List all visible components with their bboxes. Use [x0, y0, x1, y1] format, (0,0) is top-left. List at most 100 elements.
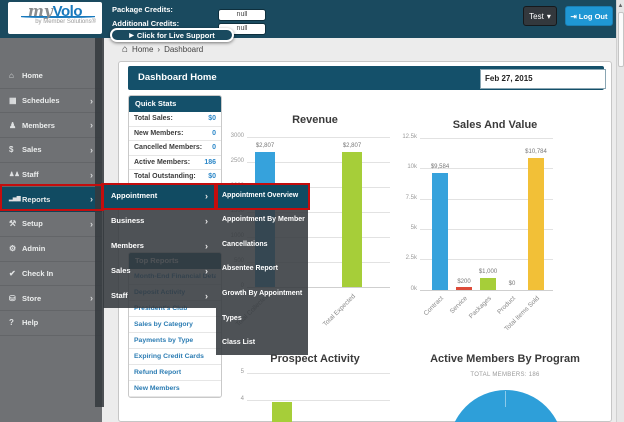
submenu-item-appointment-overview[interactable]: Appointment Overview	[216, 183, 308, 208]
sidebar-label: Sales	[22, 145, 42, 155]
y-tick: 7.5k	[405, 195, 417, 201]
submenu-item-cancellations[interactable]: Cancellations	[216, 232, 308, 257]
breadcrumb-current: Dashboard	[164, 44, 204, 54]
sidebar-item-reports[interactable]: ▂▅▇ Reports ›	[0, 187, 102, 213]
cart-icon: ⛁	[9, 293, 16, 303]
bar-value-label: $200	[457, 279, 471, 285]
stat-value: 0	[212, 129, 216, 137]
quick-stats-title: Quick Stats	[129, 96, 221, 112]
report-link-label: President's Club	[134, 305, 188, 312]
reports-menu: Appointment › Business › Members › Sales › S…	[103, 183, 216, 308]
package-credits-label: Package Credits:	[112, 5, 173, 14]
bar-value-label: $2,807	[342, 143, 362, 149]
sidebar-item-setup[interactable]: ⚒ Setup ›	[0, 212, 102, 237]
sidebar-item-members[interactable]: ♟ Members ›	[0, 113, 102, 139]
sidebar-label: Schedules	[22, 96, 60, 106]
menu-item-appointment[interactable]: Appointment ›	[103, 183, 216, 208]
user-menu-button[interactable]: Test ▾	[523, 6, 557, 26]
breadcrumb-home[interactable]: Home	[132, 44, 154, 54]
menu-item-members[interactable]: Members ›	[103, 233, 216, 258]
logo-my: my	[28, 2, 53, 20]
gridline	[247, 262, 390, 263]
gridline	[420, 259, 553, 260]
stat-label: Total Outstanding:	[134, 173, 196, 181]
report-link-refund-report[interactable]: Refund Report	[129, 365, 221, 381]
sidebar-label: Help	[22, 318, 39, 328]
y-tick: 5k	[410, 225, 417, 231]
gridline	[420, 229, 553, 230]
date-input[interactable]	[480, 68, 606, 89]
menu-item-business[interactable]: Business ›	[103, 208, 216, 233]
package-credits-input[interactable]	[218, 8, 266, 21]
bar-value-label: $10,784	[525, 149, 547, 155]
gridline	[420, 199, 553, 200]
logo: myVolo by Member Solutions®	[8, 2, 102, 34]
stat-cancelled-members: Cancelled Members: 0	[129, 141, 221, 156]
report-link-presidents-club[interactable]: President's Club	[129, 301, 221, 317]
gridline	[247, 212, 390, 213]
submenu-item-absentee-report[interactable]: Absentee Report	[216, 257, 308, 282]
scrollbar-up-icon[interactable]: ▲	[617, 3, 624, 9]
y-tick: 5	[240, 369, 244, 375]
menu-item-sales[interactable]: Sales ›	[103, 258, 216, 283]
menu-label: Sales	[111, 266, 131, 275]
calendar-icon: ▦	[9, 96, 17, 106]
menu-label: Appointment By Member	[222, 216, 305, 224]
page-title: Dashboard Home	[138, 72, 217, 83]
y-tick: 4	[240, 396, 244, 402]
chevron-right-icon: ›	[205, 290, 208, 301]
logout-button[interactable]: ⇥ Log Out	[565, 6, 613, 26]
sidebar-item-check-in[interactable]: ✔ Check In	[0, 262, 102, 287]
report-link-new-members[interactable]: New Members	[129, 381, 221, 397]
wrench-icon: ⚒	[9, 219, 17, 229]
menu-item-staff[interactable]: Staff ›	[103, 283, 216, 308]
submenu-item-types[interactable]: Types	[216, 306, 308, 331]
submenu-item-appointment-by-member[interactable]: Appointment By Member	[216, 208, 308, 233]
check-icon: ✔	[9, 268, 16, 278]
stat-label: New Members:	[134, 129, 184, 137]
sidebar-label: Members	[22, 120, 55, 130]
sidebar-label: Setup	[22, 219, 43, 229]
menu-label: Appointment Overview	[222, 191, 299, 199]
chevron-right-icon: ›	[90, 169, 93, 180]
chevron-right-icon: ›	[90, 218, 93, 229]
scrollbar-thumb[interactable]	[618, 12, 624, 67]
stat-label: Total Sales:	[134, 115, 173, 123]
bar-value-label: $9,584	[430, 164, 450, 170]
report-link-sales-by-category[interactable]: Sales by Category	[129, 317, 221, 333]
gridline	[247, 137, 390, 138]
pie-chart-subtitle: TOTAL MEMBERS: 186	[470, 372, 540, 378]
sales-bar-service	[456, 287, 472, 290]
sidebar-item-sales[interactable]: $ Sales ›	[0, 138, 102, 163]
report-link-payments-by-type[interactable]: Payments by Type	[129, 333, 221, 349]
x-axis-line	[420, 290, 553, 291]
breadcrumb: ⌂ Home › Dashboard	[122, 42, 203, 56]
breadcrumb-separator: ›	[157, 44, 161, 54]
y-tick: 10k	[407, 164, 417, 170]
sales-bar-total-items-sold	[528, 158, 544, 290]
sidebar-label: Check In	[22, 268, 54, 278]
vertical-scrollbar[interactable]: ▲	[616, 0, 624, 422]
submenu-item-class-list[interactable]: Class List	[216, 330, 308, 355]
gridline	[247, 400, 390, 401]
logout-icon: ⇥	[570, 11, 577, 21]
revenue-bar-total-expected	[342, 152, 362, 287]
logout-label: Log Out	[578, 11, 608, 21]
sidebar-item-schedules[interactable]: ▦ Schedules ›	[0, 89, 102, 114]
report-link-label: New Members	[134, 385, 180, 392]
sidebar-item-store[interactable]: ⛁ Store ›	[0, 286, 102, 311]
sidebar-item-staff[interactable]: ♟♟ Staff ›	[0, 163, 102, 188]
sidebar-label: Staff	[22, 170, 39, 180]
chevron-right-icon: ›	[90, 144, 93, 155]
report-link-expiring-credit-cards[interactable]: Expiring Credit Cards	[129, 349, 221, 365]
sidebar-item-help[interactable]: ? Help	[0, 311, 102, 336]
y-tick: 12.5k	[402, 134, 417, 140]
menu-label: Cancellations	[222, 240, 268, 248]
report-link-label: Payments by Type	[134, 337, 194, 344]
chevron-right-icon: ›	[205, 240, 208, 251]
submenu-item-growth-by-appointment[interactable]: Growth By Appointment	[216, 281, 308, 306]
live-support-button[interactable]: ▶ Click for Live Support	[110, 28, 234, 42]
sidebar-item-admin[interactable]: ⚙ Admin	[0, 237, 102, 262]
sidebar-item-home[interactable]: ⌂ Home	[0, 64, 102, 89]
